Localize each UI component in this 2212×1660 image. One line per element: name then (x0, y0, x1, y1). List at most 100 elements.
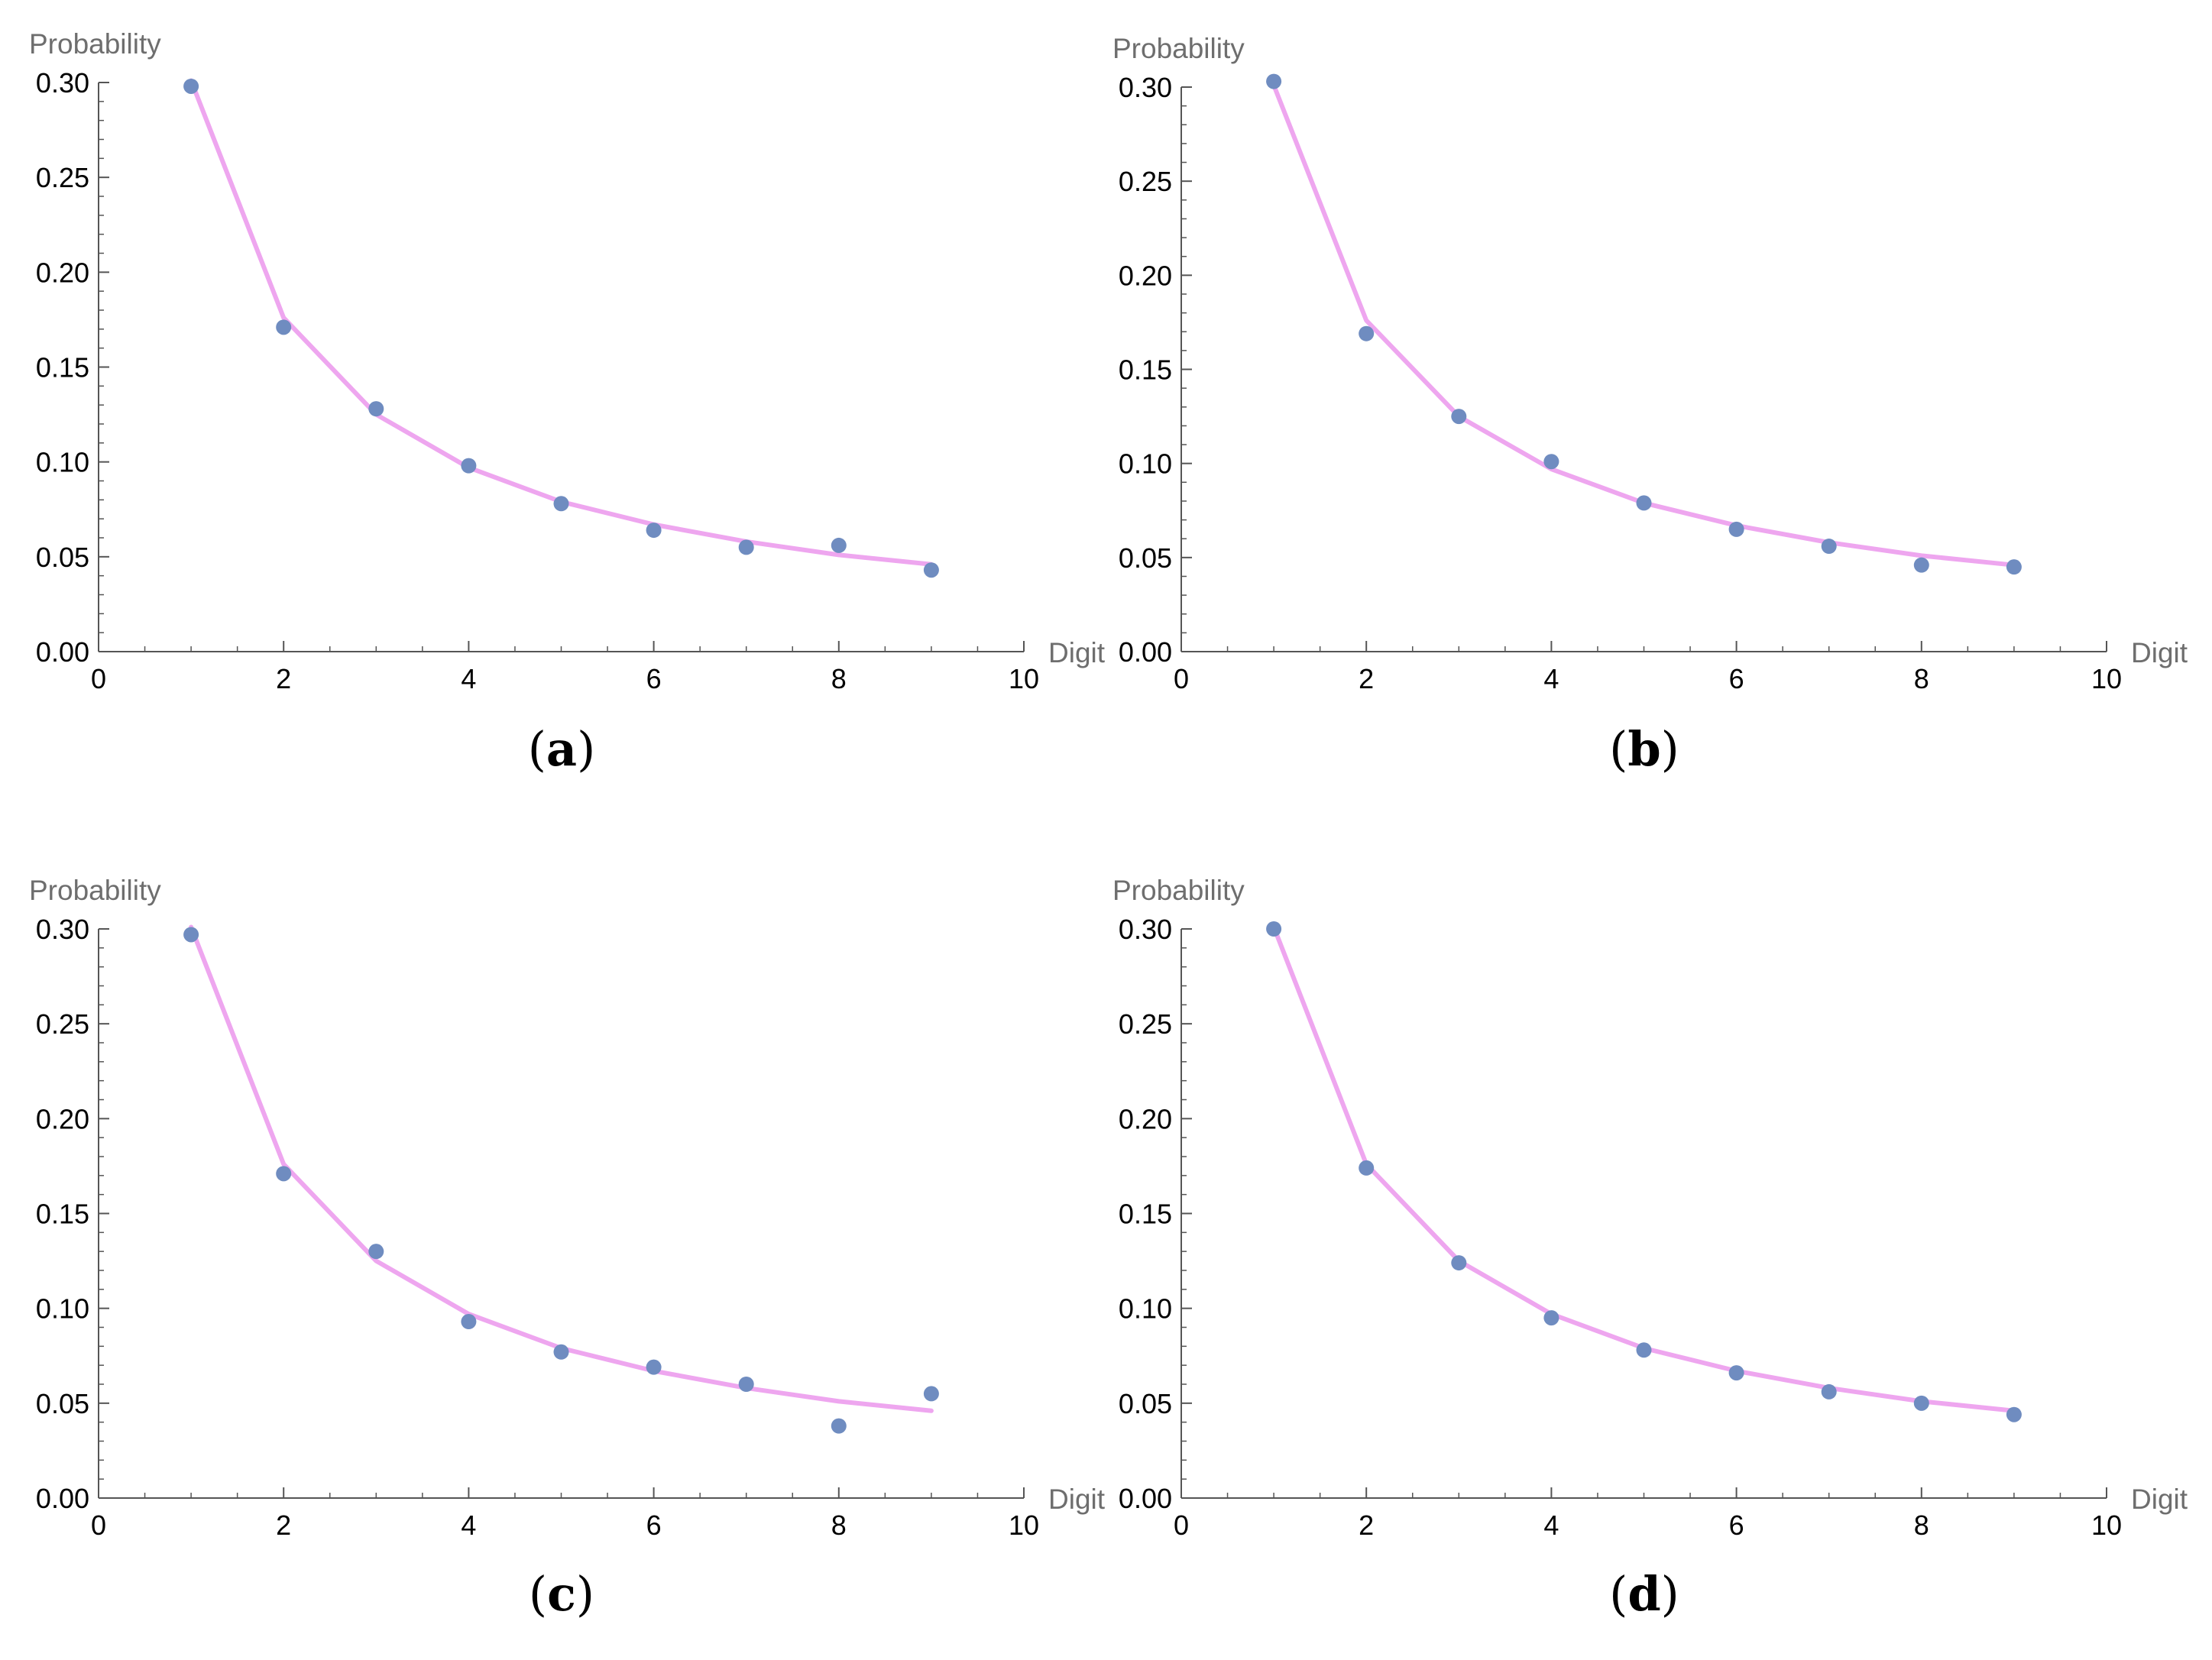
expected-curve (189, 78, 934, 567)
data-point (368, 401, 384, 417)
data-point (1636, 1342, 1652, 1358)
y-tick-label: 0.05 (36, 542, 89, 573)
data-point (646, 1359, 662, 1375)
x-tick-label: 0 (1174, 1510, 1189, 1541)
data-point (646, 523, 662, 539)
x-tick-label: 6 (646, 1510, 662, 1541)
x-tick-label: 2 (276, 1510, 291, 1541)
y-tick-label: 0.10 (1119, 448, 1172, 480)
x-tick-label: 10 (1009, 1510, 1039, 1541)
data-point (1266, 921, 1282, 937)
y-tick-label: 0.05 (1119, 1388, 1172, 1419)
panel-caption: (d) (1609, 1566, 1679, 1622)
data-point (183, 78, 199, 94)
y-tick-label: 0.25 (36, 162, 89, 193)
x-tick-label: 4 (1543, 663, 1559, 694)
data-point (1359, 1160, 1375, 1176)
data-point (923, 562, 939, 578)
data-point (1821, 539, 1837, 555)
panel-caption: (c) (529, 1566, 594, 1622)
y-tick-label: 0.30 (1119, 72, 1172, 103)
x-tick-label: 2 (1359, 663, 1374, 694)
panel-caption: (b) (1609, 721, 1679, 777)
data-point (1636, 495, 1652, 511)
x-tick-label: 2 (276, 663, 291, 694)
data-point (553, 1344, 569, 1360)
x-tick-label: 6 (646, 663, 662, 694)
x-tick-label: 10 (2091, 663, 2122, 694)
y-tick-label: 0.15 (1119, 1199, 1172, 1230)
y-tick-label: 0.10 (1119, 1293, 1172, 1325)
x-tick-label: 4 (1543, 1510, 1559, 1541)
data-point (276, 319, 292, 335)
x-tick-label: 2 (1359, 1510, 1374, 1541)
data-point (2006, 1406, 2022, 1422)
x-tick-label: 0 (1174, 663, 1189, 694)
data-point (1913, 1395, 1929, 1411)
panel-letter: c (547, 1566, 576, 1622)
x-tick-label: 6 (1729, 1510, 1744, 1541)
data-point (1728, 1365, 1744, 1381)
panel-caption: (a) (528, 721, 596, 777)
data-point (1451, 1255, 1467, 1271)
panel-letter: b (1627, 721, 1660, 777)
y-tick-label: 0.25 (1119, 166, 1172, 197)
data-point (738, 1377, 754, 1392)
chart-panel-b: 0 2 4 6 8 10 0.00 0.05 0.10 0.15 0.20 0.25 0.30 Proba… (1112, 33, 2188, 777)
y-tick-label: 0.00 (1119, 1483, 1172, 1514)
expected-curve (189, 924, 934, 1413)
x-tick-label: 8 (831, 1510, 847, 1541)
data-point (1728, 521, 1744, 537)
panel-letter: a (546, 721, 577, 777)
data-point (1543, 454, 1559, 470)
x-tick-label: 8 (1914, 1510, 1929, 1541)
data-point (183, 927, 199, 943)
y-axis-title: Probability (1112, 33, 1245, 64)
x-tick-label: 10 (1009, 663, 1039, 694)
y-tick-label: 0.25 (36, 1008, 89, 1040)
x-axis-title: Digit (1048, 1484, 1106, 1515)
x-axis-title: Digit (2131, 637, 2188, 668)
y-tick-label: 0.15 (36, 1199, 89, 1230)
data-point (1821, 1383, 1837, 1400)
x-tick-label: 0 (91, 1510, 106, 1541)
x-axis-title: Digit (2131, 1484, 2188, 1515)
data-point (276, 1166, 292, 1182)
y-tick-label: 0.20 (1119, 260, 1172, 291)
y-tick-label: 0.30 (1119, 914, 1172, 945)
x-tick-label: 6 (1729, 663, 1744, 694)
y-tick-label: 0.10 (36, 447, 89, 478)
data-point (923, 1386, 939, 1402)
data-point (831, 537, 847, 553)
data-point (1451, 409, 1467, 425)
y-tick-label: 0.05 (36, 1388, 89, 1419)
chart-panel-c: 0 2 4 6 8 10 0.00 0.05 0.10 0.15 0.20 0.25 0.30 Proba… (29, 875, 1106, 1622)
y-tick-label: 0.00 (1119, 636, 1172, 668)
x-axis-title: Digit (1048, 637, 1106, 668)
chart-panel-d: 0 2 4 6 8 10 0.00 0.05 0.10 0.15 0.20 0.25 0.30 Proba… (1112, 875, 2188, 1622)
data-point (461, 458, 477, 474)
data-point (1543, 1310, 1559, 1326)
y-tick-label: 0.20 (1119, 1103, 1172, 1134)
y-axis-title: Probability (29, 875, 161, 906)
data-point (368, 1244, 384, 1260)
data-point (1913, 557, 1929, 573)
data-point (1359, 325, 1375, 341)
expected-curve (1271, 924, 2016, 1413)
panel-letter: d (1627, 1566, 1660, 1622)
y-tick-label: 0.00 (36, 636, 89, 668)
x-tick-label: 8 (1914, 663, 1929, 694)
y-tick-label: 0.15 (1119, 354, 1172, 386)
data-point (461, 1314, 477, 1330)
y-tick-label: 0.05 (1119, 542, 1172, 574)
x-tick-label: 10 (2091, 1510, 2122, 1541)
y-axis-title: Probability (1112, 875, 1245, 906)
y-tick-label: 0.30 (36, 914, 89, 945)
x-tick-label: 0 (91, 663, 106, 694)
y-tick-label: 0.30 (36, 67, 89, 99)
chart-panel-a: 0 2 4 6 8 10 0.00 0.05 0.10 0.15 0.20 0.25 0.30 Proba… (29, 28, 1106, 777)
y-tick-label: 0.25 (1119, 1008, 1172, 1040)
y-tick-label: 0.15 (36, 352, 89, 383)
x-tick-label: 8 (831, 663, 847, 694)
